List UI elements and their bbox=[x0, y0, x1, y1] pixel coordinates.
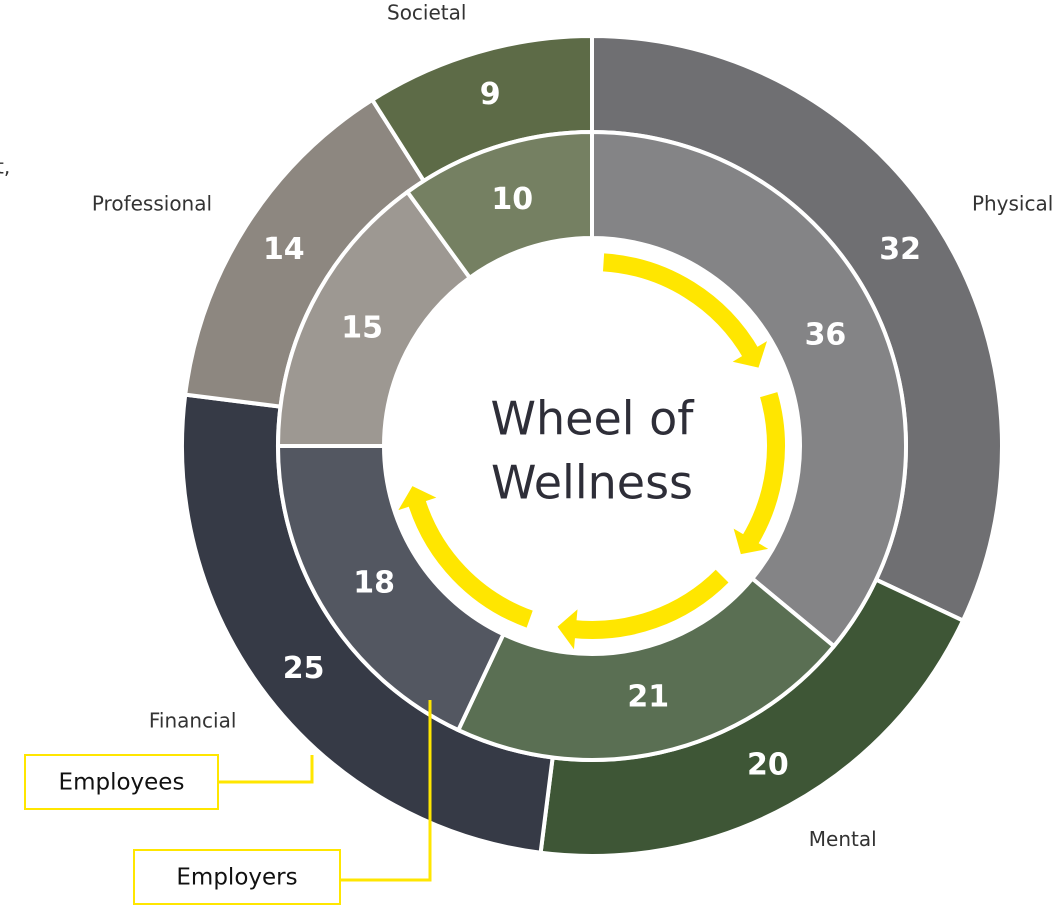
value-label: 21 bbox=[627, 679, 669, 714]
arrow-head bbox=[732, 341, 767, 368]
arrow-head bbox=[733, 528, 769, 555]
arrow-head bbox=[557, 609, 578, 650]
wedge bbox=[404, 129, 594, 281]
value-label: 18 bbox=[353, 566, 395, 601]
cycle-arrow bbox=[407, 497, 533, 628]
category-label: Physical bbox=[972, 191, 1053, 215]
legend-connector bbox=[340, 700, 432, 882]
wedge bbox=[275, 444, 507, 733]
value-label: 10 bbox=[491, 182, 533, 217]
edge-text: t, bbox=[0, 155, 10, 179]
value-label: 9 bbox=[480, 77, 501, 112]
legend-box bbox=[133, 849, 341, 905]
cycle-arrow bbox=[571, 569, 729, 639]
value-label: 20 bbox=[747, 747, 789, 782]
category-label: Mental bbox=[809, 827, 877, 851]
value-label: 15 bbox=[341, 310, 383, 345]
legend-connector bbox=[218, 755, 314, 784]
cycle-arrow bbox=[741, 392, 785, 547]
category-label: Financial bbox=[149, 708, 237, 732]
center-title: Wheel of bbox=[491, 392, 696, 446]
category-label: Professional bbox=[92, 191, 212, 215]
legend-label: Employees bbox=[59, 770, 185, 796]
value-label: 25 bbox=[283, 651, 325, 686]
value-label: 32 bbox=[879, 232, 921, 267]
arrow-head bbox=[398, 486, 437, 511]
category-label: Societal bbox=[387, 0, 466, 24]
legend-box bbox=[24, 754, 219, 810]
wedge bbox=[590, 129, 908, 649]
value-label: 36 bbox=[805, 318, 847, 353]
cycle-arrow bbox=[602, 253, 760, 360]
value-label: 14 bbox=[263, 232, 305, 267]
center-title: Wellness bbox=[491, 456, 693, 510]
wedge bbox=[455, 575, 837, 762]
center-disc bbox=[386, 240, 798, 652]
legend-label: Employers bbox=[176, 865, 297, 891]
